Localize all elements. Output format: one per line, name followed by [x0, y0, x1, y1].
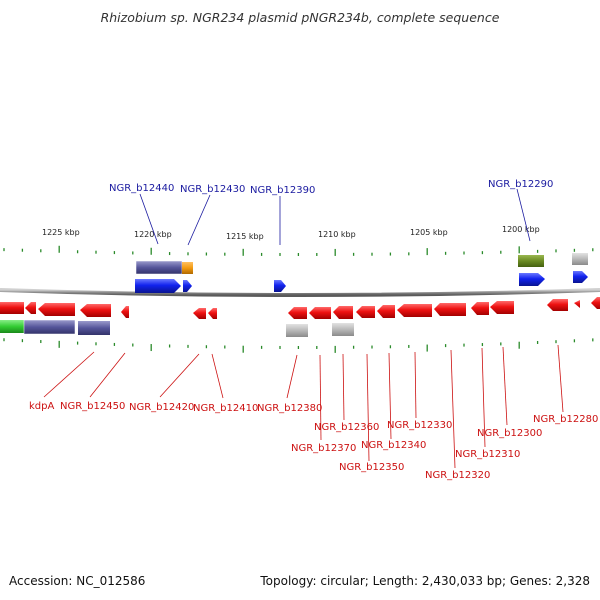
feature-bright-green-bottom [0, 320, 24, 333]
gene-red-4 [121, 306, 129, 318]
gene-ngr-b12370 [309, 307, 331, 319]
scale-label-1220: 1220 kbp [134, 230, 172, 239]
bottom-leader-lines [43, 344, 564, 469]
feature-gray-top [572, 253, 588, 265]
label-ngr-b12290: NGR_b12290 [488, 179, 553, 190]
gene-ngr-b12420 [193, 308, 206, 319]
feature-purple-bottom-2 [78, 321, 110, 335]
label-ngr-b12300: NGR_b12300 [477, 428, 542, 439]
gene-ngr-b12300 [490, 301, 514, 314]
label-ngr-b12420: NGR_b12420 [129, 402, 194, 413]
feature-green-top [518, 255, 544, 267]
gene-ngr-b12290 [519, 273, 545, 286]
gene-red-small-right [574, 300, 580, 308]
feature-gray-bottom-1 [286, 324, 308, 337]
label-ngr-b12330: NGR_b12330 [387, 420, 452, 431]
gene-ngr-b12310 [471, 302, 489, 315]
scale-ticks-top [3, 245, 594, 256]
label-ngr-b12350: NGR_b12350 [339, 462, 404, 473]
label-ngr-b12360: NGR_b12360 [314, 422, 379, 433]
label-ngr-b12390: NGR_b12390 [250, 185, 315, 196]
gene-red-edge-right [591, 297, 600, 309]
label-ngr-b12280: NGR_b12280 [533, 414, 598, 425]
gene-ngr-b12330 [397, 304, 432, 317]
label-ngr-b12440: NGR_b12440 [109, 183, 174, 194]
gene-ngr-b12450 [80, 304, 111, 317]
topology-summary: Topology: circular; Length: 2,430,033 bp… [260, 574, 590, 588]
gene-ngr-b12350 [356, 306, 375, 318]
scale-label-1205: 1205 kbp [410, 228, 448, 237]
plasmid-backbone [0, 288, 600, 297]
label-ngr-b12340: NGR_b12340 [361, 440, 426, 451]
feature-purple-top [135, 260, 183, 275]
gene-ngr-b12430 [183, 280, 192, 292]
feature-orange-top [182, 262, 193, 274]
label-ngr-b12450: NGR_b12450 [60, 401, 125, 412]
gene-ngr-b12380 [288, 307, 307, 319]
label-ngr-b12380: NGR_b12380 [257, 403, 322, 414]
label-ngr-b12410: NGR_b12410 [193, 403, 258, 414]
scale-ticks-bottom [3, 338, 594, 353]
gene-kdpA [38, 303, 75, 316]
gene-ngr-b12410 [208, 308, 217, 319]
gene-ngr-b12340 [377, 305, 395, 318]
label-ngr-b12310: NGR_b12310 [455, 449, 520, 460]
label-ngr-b12370: NGR_b12370 [291, 443, 356, 454]
scale-label-1210: 1210 kbp [318, 230, 356, 239]
scale-label-1225: 1225 kbp [42, 228, 80, 237]
map-title: Rhizobium sp. NGR234 plasmid pNGR234b, c… [100, 10, 500, 25]
gene-ngr-b12440 [135, 279, 181, 293]
scale-label-1200: 1200 kbp [502, 225, 540, 234]
gene-red-0 [0, 302, 24, 314]
scale-label-1215: 1215 kbp [226, 232, 264, 241]
gene-blue-right [573, 271, 588, 283]
feature-purple-bottom-1 [23, 319, 76, 335]
gene-ngr-b12320 [434, 303, 466, 316]
label-kdpA: kdpA [29, 401, 54, 412]
label-ngr-b12430: NGR_b12430 [180, 184, 245, 195]
label-ngr-b12320: NGR_b12320 [425, 470, 490, 481]
gene-ngr-b12360 [333, 306, 353, 319]
feature-gray-bottom-2 [332, 323, 354, 336]
gene-ngr-b12280 [547, 299, 568, 311]
top-leader-lines [139, 188, 531, 246]
gene-red-1 [25, 302, 36, 314]
accession-text: Accession: NC_012586 [9, 574, 146, 588]
gene-ngr-b12390 [274, 280, 286, 292]
